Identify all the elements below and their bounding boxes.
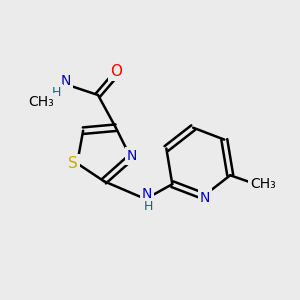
Text: O: O — [110, 64, 122, 79]
Text: N: N — [61, 74, 71, 88]
Text: S: S — [68, 156, 78, 171]
Text: CH₃: CH₃ — [28, 95, 54, 110]
Text: H: H — [52, 86, 61, 99]
Text: H: H — [144, 200, 153, 213]
Text: N: N — [127, 149, 137, 163]
Text: N: N — [200, 190, 210, 205]
Text: CH₃: CH₃ — [250, 177, 276, 191]
Text: N: N — [142, 187, 152, 201]
